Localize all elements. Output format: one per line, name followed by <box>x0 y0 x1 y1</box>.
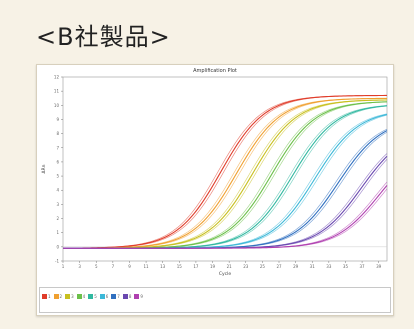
chart-title: Amplification Plot <box>193 68 237 74</box>
legend-label: 9 <box>140 294 143 299</box>
y-axis-label: ΔRn <box>41 164 47 173</box>
legend-label: 8 <box>128 294 132 299</box>
x-tick-label: 7 <box>112 264 115 269</box>
x-tick-label: 1 <box>62 264 65 269</box>
x-tick-label: 13 <box>160 264 166 269</box>
legend-swatch <box>134 294 140 299</box>
legend-item-9: 9 <box>134 294 143 299</box>
legend-swatch <box>88 294 94 299</box>
y-tick-label: -1 <box>55 259 59 264</box>
legend-item-2: 2 <box>53 294 63 299</box>
x-tick-label: 3 <box>78 264 81 269</box>
legend-swatch <box>122 294 128 299</box>
legend-item-7: 7 <box>111 294 120 299</box>
x-tick-label: 5 <box>95 264 98 269</box>
legend: 1 2 3 4 5 6 7 8 9 <box>39 287 391 313</box>
legend-label: 3 <box>71 294 74 299</box>
x-tick-label: 29 <box>293 264 299 269</box>
x-tick-label: 35 <box>343 264 349 269</box>
y-tick-label: 2 <box>56 216 59 221</box>
legend-item-4: 4 <box>76 294 86 299</box>
x-tick-label: 17 <box>193 264 199 269</box>
x-tick-label: 39 <box>376 264 382 269</box>
legend-item-3: 3 <box>65 294 74 299</box>
x-tick-label: 15 <box>177 264 183 269</box>
legend-items: 1 2 3 4 5 6 7 8 9 <box>42 294 143 299</box>
page-heading: <B社製品> <box>36 23 171 51</box>
x-tick-label: 21 <box>227 264 233 269</box>
legend-item-8: 8 <box>122 294 132 299</box>
x-tick-label: 37 <box>360 264 366 269</box>
legend-swatch <box>65 294 71 299</box>
x-tick-label: 19 <box>210 264 216 269</box>
x-axis-label: Cycle <box>219 271 232 277</box>
legend-label: 2 <box>59 294 63 299</box>
legend-item-5: 5 <box>88 294 97 299</box>
legend-swatch <box>76 294 82 299</box>
y-tick-label: 1 <box>56 230 59 235</box>
y-tick-label: 9 <box>56 117 59 122</box>
legend-item-6: 6 <box>99 294 109 299</box>
x-tick-label: 31 <box>310 264 316 269</box>
x-tick-label: 25 <box>260 264 266 269</box>
legend-label: 7 <box>117 294 120 299</box>
x-tick-label: 27 <box>276 264 282 269</box>
legend-swatch <box>53 294 59 299</box>
legend-item-1: 1 <box>42 294 51 299</box>
x-tick-label: 23 <box>243 264 249 269</box>
y-tick-label: 6 <box>56 159 59 164</box>
legend-label: 4 <box>82 294 86 299</box>
y-tick-label: 10 <box>54 103 60 108</box>
legend-label: 5 <box>94 294 97 299</box>
x-tick-label: 33 <box>326 264 332 269</box>
legend-swatch <box>42 294 47 299</box>
y-tick-label: 3 <box>56 202 59 207</box>
series-line-9 <box>63 188 388 249</box>
x-tick-label: 9 <box>128 264 131 269</box>
x-tick-label: 11 <box>144 264 150 269</box>
y-tick-label: 4 <box>56 188 59 193</box>
y-tick-label: 8 <box>56 131 59 136</box>
y-tick-label: 5 <box>56 174 59 179</box>
legend-swatch <box>111 294 117 299</box>
legend-swatch <box>99 294 105 299</box>
chart-panel: Amplification Plot -1 0 1 2 3 4 5 6 7 8 9 10 11 12 1 3 5… <box>36 64 394 316</box>
legend-label: 6 <box>105 294 109 299</box>
y-tick-label: 0 <box>56 244 59 249</box>
y-tick-label: 12 <box>54 75 60 80</box>
legend-label: 1 <box>48 294 51 299</box>
y-tick-label: 11 <box>54 89 60 94</box>
y-tick-label: 7 <box>56 145 59 150</box>
